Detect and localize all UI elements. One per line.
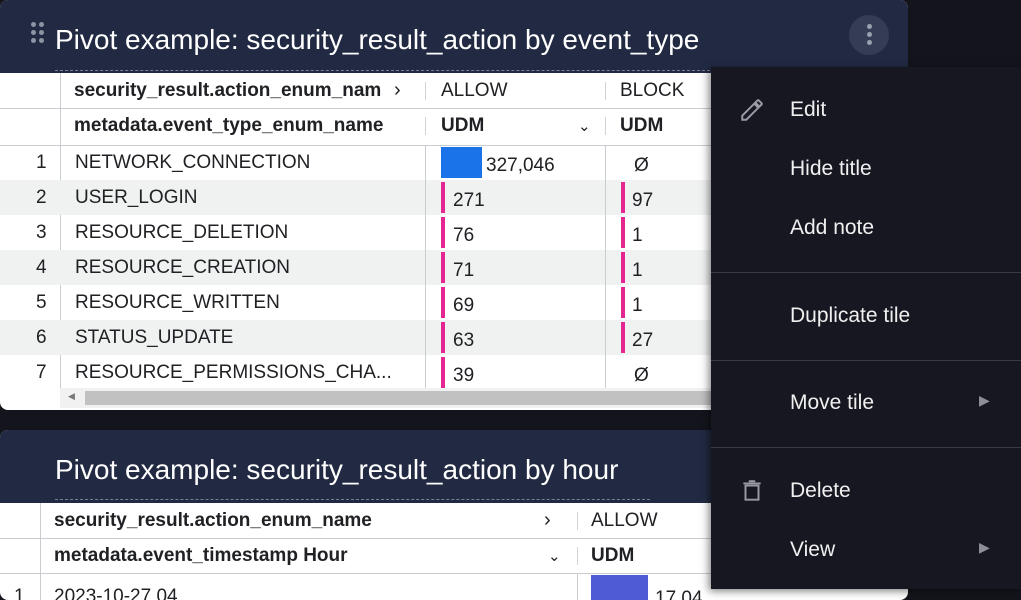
horizontal-scrollbar[interactable]: ◀ xyxy=(60,388,720,408)
value-bar xyxy=(621,252,625,283)
value-bar xyxy=(441,322,445,353)
row-name: 2023-10-27 04 xyxy=(54,585,178,600)
trash-icon xyxy=(743,480,761,501)
row-header[interactable]: metadata.event_timestamp Hour xyxy=(54,544,348,566)
sort-chevron-down-icon[interactable]: ⌄ xyxy=(548,547,561,565)
menu-item-delete[interactable]: Delete xyxy=(711,466,1021,516)
row-name: NETWORK_CONNECTION xyxy=(75,151,311,173)
more-options-button[interactable] xyxy=(849,15,889,55)
row-index: 3 xyxy=(36,221,47,243)
allow-value: 271 xyxy=(453,189,485,211)
block-value: 97 xyxy=(632,189,654,211)
row-name: RESOURCE_DELETION xyxy=(75,221,289,243)
row-index: 1 xyxy=(14,585,25,600)
row-index: 6 xyxy=(36,326,47,348)
table-row: 6 STATUS_UPDATE 63 27 xyxy=(0,320,720,355)
value-bar xyxy=(591,575,648,600)
submenu-arrow-icon: ▶ xyxy=(979,539,990,555)
column-header-block: BLOCK xyxy=(620,79,685,101)
value-bar xyxy=(621,217,625,248)
allow-value: 327,046 xyxy=(486,154,555,176)
pivot-header: security_result.action_enum_name xyxy=(54,509,372,531)
allow-value: 76 xyxy=(453,224,475,246)
table-row: 7 RESOURCE_PERMISSIONS_CHA... 39 Ø xyxy=(0,355,720,390)
row-name: RESOURCE_PERMISSIONS_CHA... xyxy=(75,361,392,383)
expand-pivot-icon[interactable]: › xyxy=(544,509,551,531)
row-index: 4 xyxy=(36,256,47,278)
allow-value: 63 xyxy=(453,329,475,351)
row-name: RESOURCE_WRITTEN xyxy=(75,291,280,313)
table-row: 2 USER_LOGIN 271 97 xyxy=(0,180,720,215)
tile-title: Pivot example: security_result_action by… xyxy=(55,24,700,55)
row-name: RESOURCE_CREATION xyxy=(75,256,291,278)
tile-options-menu: Edit Hide title Add note Duplicate tile … xyxy=(711,67,1021,589)
allow-value: 17,04 xyxy=(655,587,703,600)
table-row: 1 NETWORK_CONNECTION 327,046 Ø xyxy=(0,145,720,180)
value-bar xyxy=(621,182,625,213)
table-row: 1 2023-10-27 04 17,04 xyxy=(0,573,720,600)
block-value: Ø xyxy=(634,364,649,386)
menu-item-move-tile[interactable]: Move tile ▶ xyxy=(790,391,990,414)
pivot-header: security_result.action_enum_name xyxy=(74,79,382,101)
pencil-icon xyxy=(741,99,763,121)
block-value: 27 xyxy=(632,329,654,351)
allow-value: 39 xyxy=(453,364,475,386)
block-value: 1 xyxy=(632,294,643,316)
measure-allow: UDM xyxy=(441,114,485,136)
block-value: 1 xyxy=(632,224,643,246)
table-row: 4 RESOURCE_CREATION 71 1 xyxy=(0,250,720,285)
row-index: 2 xyxy=(36,186,47,208)
value-bar xyxy=(621,322,625,353)
value-bar xyxy=(441,217,445,248)
menu-item-edit[interactable]: Edit xyxy=(711,85,1021,135)
table-row: 5 RESOURCE_WRITTEN 69 1 xyxy=(0,285,720,320)
measure-block: UDM xyxy=(620,114,664,136)
value-bar xyxy=(441,252,445,283)
row-name: STATUS_UPDATE xyxy=(75,326,234,348)
row-index: 7 xyxy=(36,361,47,383)
expand-pivot-icon[interactable]: › xyxy=(394,79,401,101)
menu-item-view[interactable]: View ▶ xyxy=(790,538,990,561)
menu-item-hide-title[interactable]: Hide title xyxy=(790,157,872,180)
block-value: Ø xyxy=(634,154,649,176)
block-value: 1 xyxy=(632,259,643,281)
menu-item-add-note[interactable]: Add note xyxy=(790,216,875,239)
row-header[interactable]: metadata.event_type_enum_name xyxy=(74,114,384,136)
submenu-arrow-icon: ▶ xyxy=(979,392,990,408)
table-row: 3 RESOURCE_DELETION 76 1 xyxy=(0,215,720,250)
sort-chevron-down-icon[interactable]: ⌄ xyxy=(578,117,591,135)
menu-item-duplicate-tile[interactable]: Duplicate tile xyxy=(790,304,911,327)
column-header-allow: ALLOW xyxy=(591,509,658,531)
column-header-allow: ALLOW xyxy=(441,79,508,101)
tile-header: Pivot example: security_result_action by… xyxy=(0,0,908,73)
drag-handle-icon[interactable] xyxy=(31,22,45,44)
row-name: USER_LOGIN xyxy=(75,186,198,208)
row-index: 1 xyxy=(36,151,47,173)
row-index: 5 xyxy=(36,291,47,313)
allow-value: 71 xyxy=(453,259,475,281)
value-bar xyxy=(441,357,445,388)
value-bar xyxy=(441,287,445,318)
value-bar xyxy=(441,182,445,213)
measure-allow: UDM xyxy=(591,544,635,566)
tile-title: Pivot example: security_result_action by… xyxy=(55,454,619,485)
value-bar xyxy=(621,287,625,318)
value-bar xyxy=(441,147,482,178)
allow-value: 69 xyxy=(453,294,475,316)
